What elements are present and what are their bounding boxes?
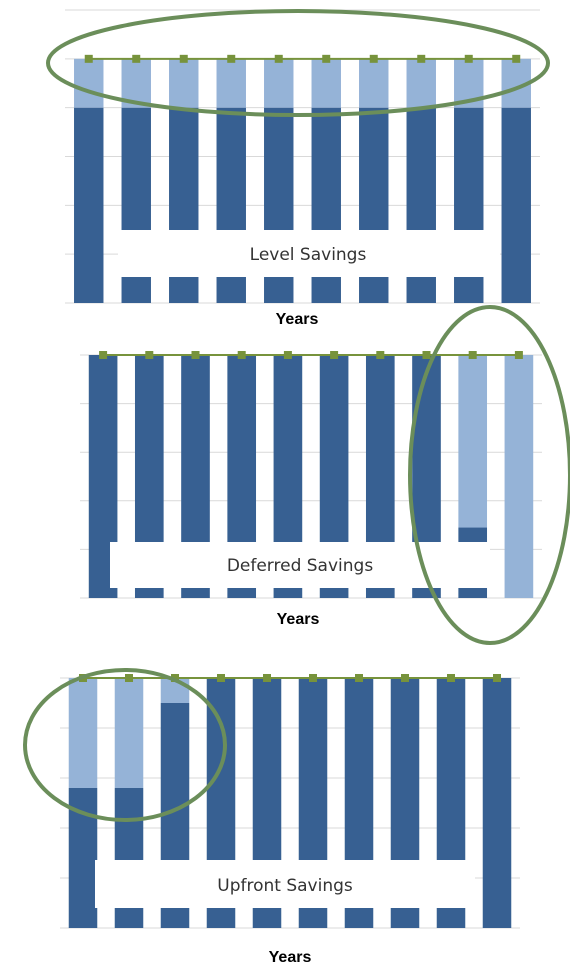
annotation: Upfront Savings	[217, 876, 353, 896]
line-marker	[125, 674, 133, 682]
plots: Level Savings Years Deferred Savings Years U…	[60, 9, 542, 966]
line-marker	[274, 54, 283, 63]
line-marker	[99, 351, 108, 359]
bar-segment	[74, 107, 104, 304]
bar-segment	[406, 58, 436, 108]
overlays	[23, 9, 570, 822]
line-marker	[179, 54, 188, 63]
x-axis-label: Years	[277, 611, 320, 628]
x-axis-label: Years	[269, 949, 312, 966]
bar-segment	[482, 678, 512, 928]
bar-segment	[216, 58, 246, 108]
annotation: Deferred Savings	[227, 556, 374, 576]
x-axis-label: Years	[276, 311, 319, 328]
bar-segment	[68, 678, 98, 788]
bar-segment	[504, 355, 534, 598]
line-marker	[355, 674, 363, 682]
annotation-box	[95, 860, 475, 908]
line-marker	[227, 54, 236, 63]
line-marker	[447, 674, 455, 682]
bar-segment	[264, 58, 294, 108]
line-marker	[217, 674, 225, 682]
bar-segment	[114, 678, 144, 788]
line-marker	[309, 674, 317, 682]
line-marker	[322, 54, 331, 63]
bar-segment	[160, 678, 190, 703]
line-marker	[468, 351, 477, 359]
highlight-ellipse	[408, 305, 570, 645]
line-marker	[283, 351, 292, 359]
line-marker	[493, 674, 501, 682]
highlight-ellipse	[46, 9, 550, 117]
line-marker	[422, 351, 431, 359]
bar-segment	[458, 355, 488, 528]
line-marker	[514, 351, 523, 359]
bar-segment	[501, 107, 531, 304]
line-marker	[132, 54, 141, 63]
line-marker	[237, 351, 246, 359]
line-marker	[263, 674, 271, 682]
bar-segment	[359, 58, 389, 108]
annotation-box	[118, 230, 500, 277]
bar-segment	[311, 58, 341, 108]
bar-segment	[169, 58, 199, 108]
line-marker	[84, 54, 93, 63]
line-marker	[145, 351, 154, 359]
line-marker	[401, 674, 409, 682]
line-marker	[512, 54, 521, 63]
bar-segment	[74, 58, 104, 108]
line-marker	[376, 351, 385, 359]
line-marker	[191, 351, 200, 359]
line-marker	[417, 54, 426, 63]
line-marker	[369, 54, 378, 63]
annotation: Level Savings	[250, 245, 367, 265]
line-marker	[330, 351, 339, 359]
highlight-ellipse	[23, 668, 227, 822]
line-marker	[464, 54, 473, 63]
